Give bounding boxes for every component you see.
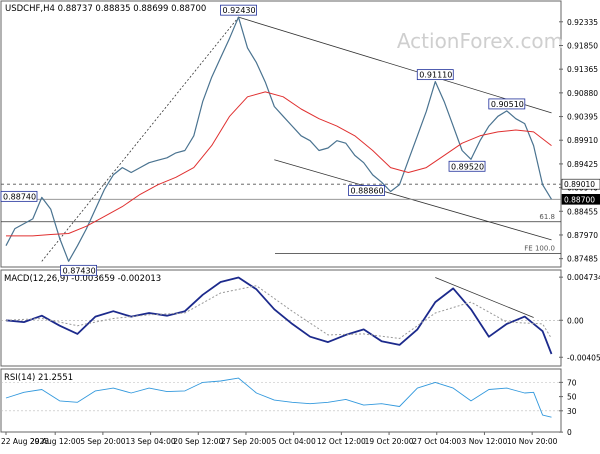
rsi-line — [5, 377, 552, 418]
x-tick-label: 20 Sep 12:00 — [173, 437, 223, 446]
trendline — [274, 159, 552, 241]
macd-trendline — [435, 277, 534, 318]
fib-label: 61.8 — [539, 213, 555, 221]
macd-y-label: -0.004059 — [567, 353, 600, 362]
macd-y-label: 0.004734 — [567, 273, 600, 282]
x-tick-label: 27 Oct 04:00 — [412, 437, 461, 446]
moving-average-line — [6, 91, 552, 237]
rsi-title: RSI(14) 21.2551 — [4, 373, 73, 383]
price-y-label: 0.90880 — [567, 89, 598, 98]
swing-label-box — [448, 160, 486, 172]
price-level-label: 0.89010 — [564, 180, 595, 189]
price-level-label: 0.88700 — [564, 195, 595, 204]
trendline — [238, 16, 552, 114]
x-tick-label: 19 Oct 20:00 — [365, 437, 414, 446]
rsi-plot — [1, 377, 561, 418]
x-tick-label: 29 Aug 12:00 — [30, 437, 81, 446]
rsi-y-label: 50 — [567, 393, 577, 402]
x-tick-label: 12 Oct 12:00 — [317, 437, 366, 446]
swing-label-box — [416, 69, 454, 81]
price-y-label: 0.91850 — [567, 41, 598, 50]
price-plot: 61.8 FE 100.0 0.92430 0.91110 0.90510 0.89520… — [0, 4, 561, 276]
swing-label-box — [220, 4, 257, 16]
swing-label: 0.88860 — [351, 187, 384, 196]
swing-label: 0.88740 — [3, 192, 36, 201]
price-y-label: 0.90395 — [567, 113, 598, 122]
x-tick-label: 3 Nov 12:00 — [462, 437, 508, 446]
rsi-y-label: 0 — [567, 428, 572, 437]
price-y-label: 0.91365 — [567, 65, 598, 74]
price-y-label: 0.92335 — [567, 18, 598, 27]
macd-plot — [1, 276, 561, 355]
price-line — [5, 16, 553, 262]
swing-label: 0.92430 — [223, 6, 256, 15]
swing-label-box — [348, 185, 385, 196]
price-y-label: 0.89910 — [567, 136, 598, 145]
price-y-label: 0.88455 — [567, 207, 598, 216]
x-tick-label: 27 Sep 20:00 — [221, 437, 271, 446]
rsi-y-label: 30 — [567, 407, 577, 416]
fib-label: FE 100.0 — [524, 245, 555, 253]
macd-title: MACD(12,26,9) -0.003659 -0.002013 — [4, 274, 161, 284]
swing-label: 0.90510 — [491, 100, 524, 109]
price-y-label: 0.87970 — [567, 231, 598, 240]
x-tick-label: 5 Sep 20:00 — [80, 437, 126, 446]
macd-line — [5, 276, 553, 355]
price-pane — [0, 0, 562, 268]
x-tick-label: 13 Sep 04:00 — [126, 437, 176, 446]
price-level-box — [561, 194, 600, 205]
price-header: USDCHF,H4 0.88737 0.88835 0.88699 0.8870… — [5, 4, 206, 14]
swing-label: 0.87430 — [63, 266, 96, 275]
swing-label-box — [488, 98, 526, 110]
trendline — [41, 16, 239, 262]
swing-label-box — [0, 190, 38, 202]
macd-y-label: 0.00 — [567, 316, 584, 325]
price-y-label: 0.89425 — [567, 160, 598, 169]
x-tick-label: 22 Aug 2023 — [1, 437, 49, 446]
price-level-box — [561, 178, 600, 190]
rsi-y-label: 70 — [567, 378, 577, 387]
y-axis-labels: 0.92335 0.91850 0.91365 0.90880 0.90395 0.899… — [559, 18, 600, 437]
macd-signal-line — [5, 285, 552, 339]
swing-label: 0.89520 — [451, 162, 484, 171]
swing-label-box — [60, 264, 98, 276]
swing-label: 0.91110 — [419, 71, 452, 80]
x-tick-label: 10 Nov 20:00 — [507, 437, 558, 446]
price-y-label: 0.87485 — [567, 255, 598, 264]
x-tick-label: 5 Oct 04:00 — [272, 437, 316, 446]
watermark: ActionForex.com — [397, 29, 563, 53]
